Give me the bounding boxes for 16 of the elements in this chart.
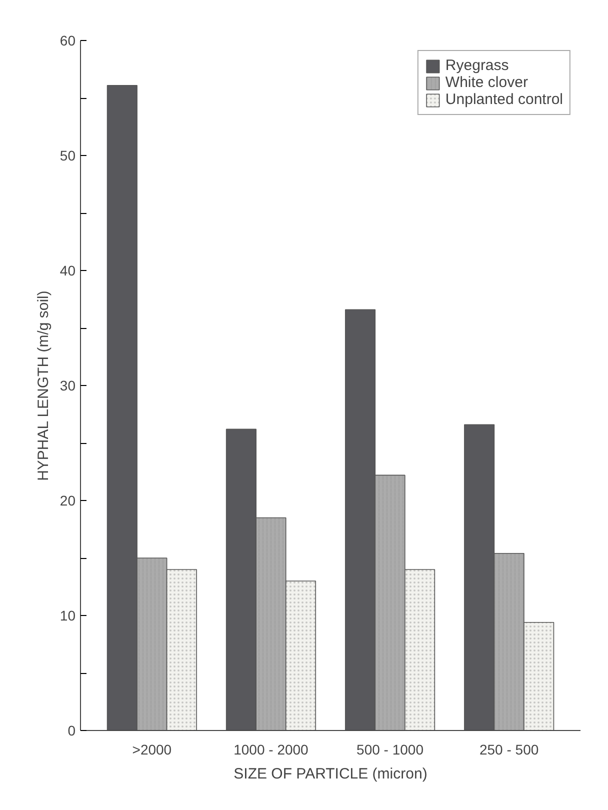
- y-axis-title: HYPHAL LENGTH (m/g soil): [34, 290, 52, 481]
- x-tick-label: 250 - 500: [479, 742, 539, 758]
- y-tick-label: 30: [60, 378, 76, 394]
- y-tick-label: 20: [60, 492, 76, 508]
- legend-label: Ryegrass: [445, 57, 509, 74]
- legend-label: White clover: [445, 74, 528, 91]
- x-tick-label: 1000 - 2000: [234, 742, 309, 758]
- y-tick-label: 40: [60, 262, 76, 278]
- y-tick-label: 60: [60, 32, 76, 48]
- y-tick-label: 10: [60, 608, 76, 624]
- x-axis-title: SIZE OF PARTICLE (micron): [234, 766, 428, 782]
- legend-label: Unplanted control: [445, 91, 563, 108]
- x-tick-label: 500 - 1000: [356, 742, 424, 758]
- x-tick-label: >2000: [132, 742, 172, 758]
- y-tick-label: 50: [60, 148, 76, 164]
- y-tick-label: 0: [68, 722, 76, 738]
